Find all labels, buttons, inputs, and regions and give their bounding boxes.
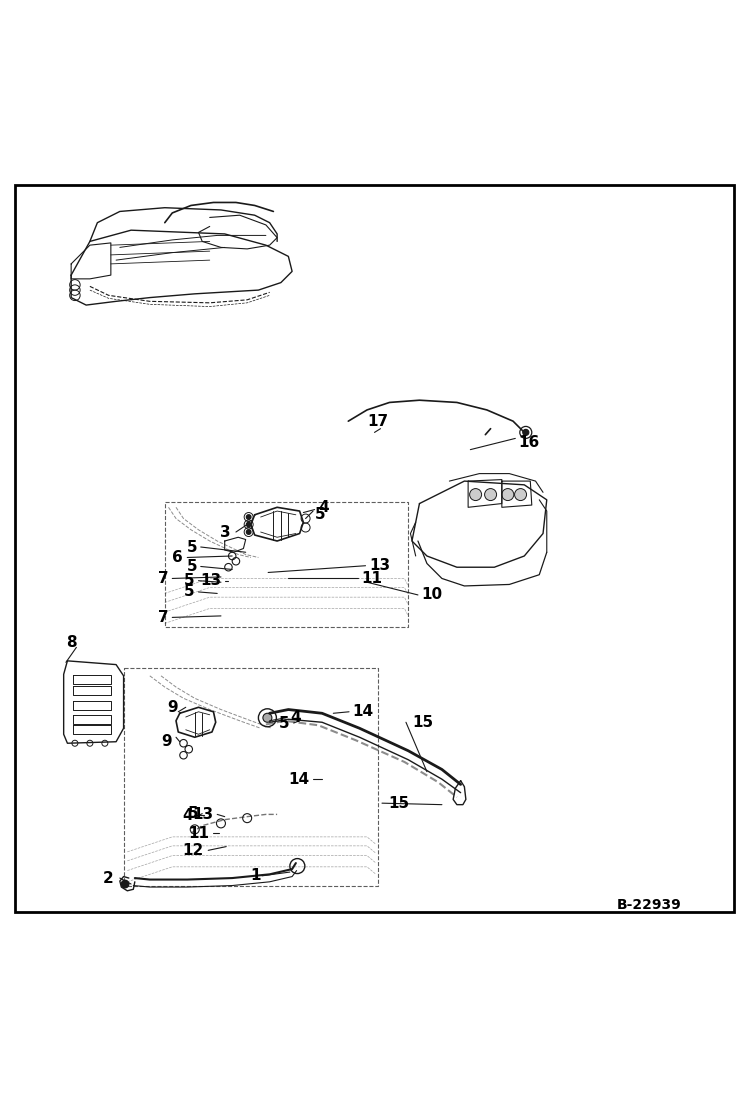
- Text: 5: 5: [279, 715, 290, 731]
- Text: 12: 12: [183, 842, 204, 858]
- Text: 9: 9: [168, 700, 178, 715]
- Text: 4: 4: [290, 710, 300, 725]
- Circle shape: [246, 530, 251, 534]
- Circle shape: [263, 713, 272, 722]
- Text: 13: 13: [200, 574, 221, 588]
- Text: B-22939: B-22939: [617, 897, 682, 912]
- Text: 15: 15: [412, 715, 433, 730]
- Circle shape: [246, 514, 251, 519]
- Circle shape: [121, 880, 129, 887]
- Text: 4: 4: [182, 807, 192, 823]
- Text: 3: 3: [220, 524, 231, 540]
- Text: 14: 14: [353, 704, 374, 720]
- Text: 5: 5: [315, 507, 325, 522]
- Text: 6: 6: [172, 550, 183, 565]
- Text: 11: 11: [189, 826, 210, 840]
- Text: 13: 13: [369, 558, 390, 574]
- Text: 5: 5: [184, 574, 195, 588]
- Text: 13: 13: [192, 807, 213, 822]
- Text: 14: 14: [288, 771, 309, 787]
- Text: 7: 7: [158, 570, 169, 586]
- Text: 9: 9: [162, 734, 172, 749]
- Text: 11: 11: [362, 570, 383, 586]
- Text: 5: 5: [188, 806, 198, 822]
- Text: 1: 1: [250, 869, 261, 883]
- Text: 5: 5: [184, 585, 195, 599]
- Text: 16: 16: [518, 434, 539, 450]
- Text: 15: 15: [388, 795, 409, 811]
- Circle shape: [470, 488, 482, 500]
- Text: 10: 10: [421, 587, 442, 602]
- Text: 4: 4: [318, 500, 329, 514]
- Text: 5: 5: [187, 559, 197, 574]
- Text: 17: 17: [368, 414, 389, 429]
- Circle shape: [246, 522, 251, 527]
- Circle shape: [502, 488, 514, 500]
- Circle shape: [485, 488, 497, 500]
- Text: 8: 8: [66, 635, 76, 649]
- Circle shape: [523, 429, 529, 436]
- Text: 2: 2: [103, 871, 114, 885]
- Text: 7: 7: [158, 610, 169, 625]
- Text: 5: 5: [187, 540, 197, 554]
- Circle shape: [515, 488, 527, 500]
